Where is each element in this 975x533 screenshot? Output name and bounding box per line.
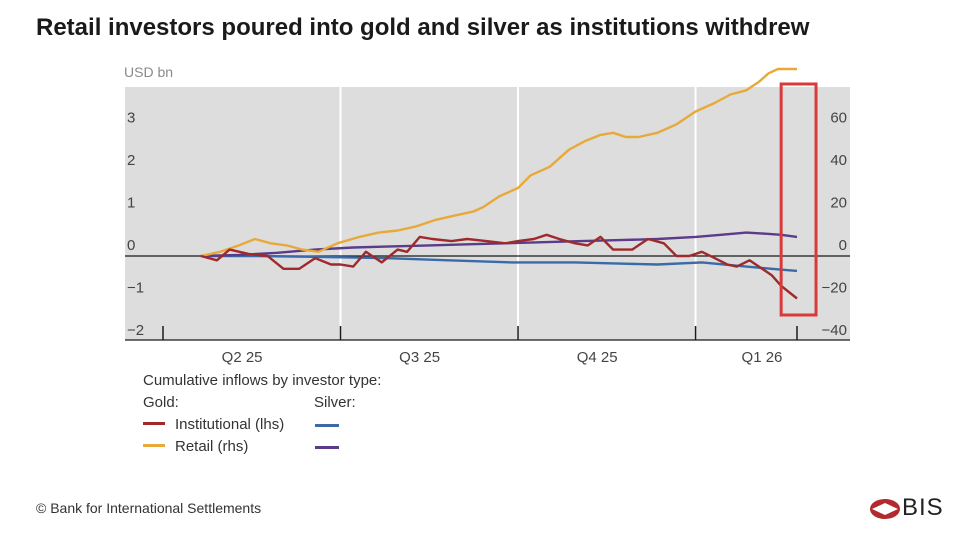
series-line-silver-institutional <box>201 254 798 273</box>
legend-gold-label: Gold: <box>143 394 179 411</box>
y-right-tick-label: 40 <box>830 152 847 169</box>
y-right-tick-label: −20 <box>822 280 847 297</box>
legend-swatch-gold-institutional <box>143 421 165 425</box>
y-right-tick-label: 0 <box>839 237 847 254</box>
y-left-tick-label: 0 <box>127 237 135 254</box>
legend-label-institutional: Institutional (lhs) <box>175 416 285 433</box>
x-tick-label: Q2 25 <box>222 349 263 366</box>
highlight-box <box>779 82 818 317</box>
bis-logo-icon <box>870 499 900 519</box>
axes: Q2 25 Q3 25 Q4 25 Q1 26 −2 −1 0 1 2 3 −40 −20 0 20 40 6… <box>124 64 850 366</box>
legend-heading: Cumulative inflows by investor type: <box>143 372 382 389</box>
legend-silver-label: Silver: <box>314 394 356 411</box>
plot-background <box>125 87 850 340</box>
legend: Cumulative inflows by investor type: Gol… <box>143 370 381 458</box>
y-axis-unit-label: USD bn <box>124 64 173 80</box>
copyright-footer: © Bank for International Settlements <box>36 500 262 516</box>
bis-logo-text: BIS <box>902 494 944 521</box>
y-right-tick-label: 20 <box>830 195 847 212</box>
legend-swatch-gold-retail <box>143 443 165 447</box>
legend-label-retail: Retail (rhs) <box>175 438 249 455</box>
quarter-gridlines <box>339 87 697 340</box>
series-line-gold-institutional <box>200 233 798 300</box>
x-tick-label: Q3 25 <box>399 349 440 366</box>
legend-subheads: Gold: Silver: <box>143 392 381 414</box>
bis-logo-diamond <box>872 503 898 515</box>
y-left-tick-label: 1 <box>127 195 135 212</box>
legend-item-institutional: Institutional (lhs) <box>143 414 381 436</box>
y-left-tick-label: −2 <box>127 322 144 339</box>
y-right-tick-label: 60 <box>830 110 847 127</box>
x-tick-label: Q1 26 <box>742 349 783 366</box>
series-line-gold-retail <box>200 67 797 258</box>
y-right-tick-label: −40 <box>822 322 847 339</box>
legend-item-retail: Retail (rhs) <box>143 436 381 458</box>
x-tick-label: Q4 25 <box>577 349 618 366</box>
y-left-tick-label: 2 <box>127 152 135 169</box>
legend-swatch-silver-institutional <box>315 424 339 427</box>
series-line-silver-retail <box>200 231 798 258</box>
series-lines <box>200 67 798 300</box>
y-left-tick-label: 3 <box>127 110 135 127</box>
y-left-tick-label: −1 <box>127 280 144 297</box>
chart-title: Retail investors poured into gold and si… <box>36 14 810 41</box>
legend-swatch-silver-retail <box>315 446 339 449</box>
